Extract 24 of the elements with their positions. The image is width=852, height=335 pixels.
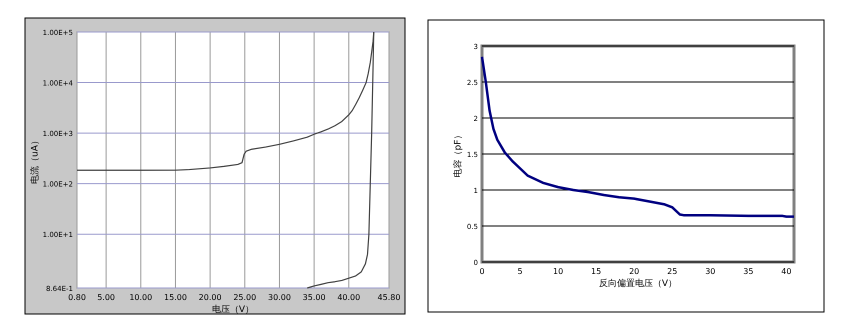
x-tick-label: 15 — [591, 267, 602, 276]
x-tick-label: 0 — [479, 267, 485, 276]
x-tick-label: 35.00 — [302, 293, 326, 302]
x-tick-label: 25 — [667, 267, 678, 276]
y-axis-title: 电流（uA） — [29, 136, 40, 184]
y-axis-title: 电容（pF） — [452, 130, 464, 178]
x-tick-label: 0.80 — [68, 293, 86, 302]
x-tick-label: 5.00 — [97, 293, 116, 302]
x-tick-label: 45.80 — [378, 293, 400, 302]
line-series — [480, 56, 796, 218]
x-tick-label: 15.00 — [164, 293, 187, 302]
x-tick-label: 30.00 — [268, 293, 291, 302]
x-tick-label: 10 — [553, 267, 564, 276]
x-tick-label: 40 — [781, 267, 792, 276]
x-tick-label: 25.00 — [233, 293, 256, 302]
x-axis-title: 电压（V） — [212, 304, 254, 315]
x-tick-label: 35 — [743, 267, 754, 276]
x-tick-label: 5 — [518, 267, 523, 276]
x-tick-label: 20.00 — [198, 293, 222, 302]
x-tick-label: 30 — [705, 267, 716, 276]
x-axis-title: 反向偏置电压（V） — [598, 278, 678, 289]
x-tick-label: 10.00 — [129, 293, 152, 302]
x-tick-label: 20 — [629, 267, 640, 276]
x-tick-label: 40.00 — [337, 293, 360, 302]
